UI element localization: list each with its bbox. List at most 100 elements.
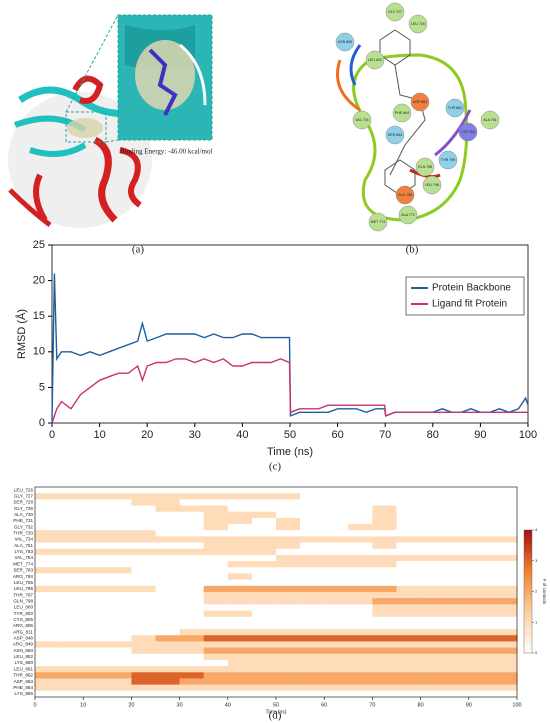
heat-cell [276,672,301,679]
heat-cell [155,561,180,568]
heat-cell [420,678,445,685]
heat-cell [59,573,84,580]
heat-cell [203,592,229,599]
heat-cell [396,622,421,630]
heat-cell [59,517,84,525]
heat-cell [107,548,132,556]
heat-cell [300,499,325,506]
heat-cell [131,499,156,506]
heat-cell [324,647,349,655]
heat-cell [396,487,421,494]
heat-cell [35,653,60,661]
heat-cell [131,573,156,580]
heat-cell [276,554,301,562]
heat-cell [276,487,301,494]
heat-cell [35,536,60,543]
heat-cell [348,536,373,543]
heat-cell [324,573,349,580]
heat-cell [324,499,349,506]
y-tick-label: VAL_734 [14,537,33,542]
heat-cell [348,598,373,605]
residue-label: LYS 753 [461,130,475,134]
heat-cell [468,629,494,636]
heat-cell [203,487,229,494]
heat-cell [155,653,180,661]
heat-cell [179,678,204,685]
heat-cell [107,493,132,500]
heat-cell [276,561,301,568]
heat-cell [324,561,349,568]
heat-cell [300,629,325,636]
heat-cell [251,487,277,494]
heat-cell [300,517,325,525]
heat-cell [348,690,373,698]
y-tick-label: MET_774 [13,561,33,566]
heat-cell [131,517,156,525]
heat-cell [203,629,229,636]
residue-label: SER 863 [388,133,402,137]
y-tick-label: 0 [39,417,45,429]
heat-cell [324,548,349,556]
heat-cell [227,672,253,679]
heat-cell [420,511,445,519]
heat-cell [300,548,325,556]
heat-cell [179,653,204,661]
y-tick-label: GLN_798 [13,598,33,603]
heat-cell [131,678,156,685]
heat-cell [468,678,494,685]
heat-cell [444,672,470,679]
heat-cell [396,511,421,519]
heat-cell [227,678,253,685]
heat-cell [35,561,60,568]
heat-cell [227,616,253,624]
y-tick-label: GLY_729 [14,506,34,511]
heat-cell [155,592,180,599]
heat-cell [251,659,277,667]
heat-cell [372,653,397,661]
heat-cell [348,641,373,648]
heat-cell [468,499,494,506]
heat-cell [300,487,325,494]
heat-cell [420,542,445,550]
heat-cell [420,690,445,698]
heat-cell [83,487,108,494]
heat-cell [324,629,349,636]
heat-cell [300,592,325,599]
heat-cell [59,530,84,537]
heat-cell [420,616,445,624]
heat-cell [83,653,108,661]
heat-cell [35,579,60,587]
x-axis-label: Time (ns) [267,446,313,458]
x-tick-label: 30 [189,429,201,441]
heat-cell [203,499,229,506]
heat-cell [324,616,349,624]
heat-cell [372,554,397,562]
heat-cell [107,641,132,648]
heat-cell [444,592,470,599]
heat-cell [203,598,229,605]
binding-energy-label: Binding Energy: -46.00 kcal/mol [120,148,212,156]
heat-cell [131,579,156,587]
heat-cell [251,592,277,599]
y-tick-label: LYS_866 [14,691,33,696]
heat-cell [468,653,494,661]
heat-cell [444,499,470,506]
heat-cell [59,604,84,611]
x-tick-label: 20 [141,429,153,441]
heat-cell [492,604,518,611]
heat-cell [468,684,494,692]
heat-cell [372,635,397,642]
heat-cell [59,678,84,685]
heat-cell [324,641,349,648]
heat-cell [83,548,108,556]
heat-cell [107,554,132,562]
panel-label: (d) [269,710,282,722]
heat-cell [300,598,325,605]
heat-cell [131,610,156,618]
y-tick-label: 15 [33,310,45,322]
heat-cell [203,505,229,513]
heat-cell [492,567,518,574]
heat-cell [203,666,229,673]
heat-cell [324,579,349,587]
